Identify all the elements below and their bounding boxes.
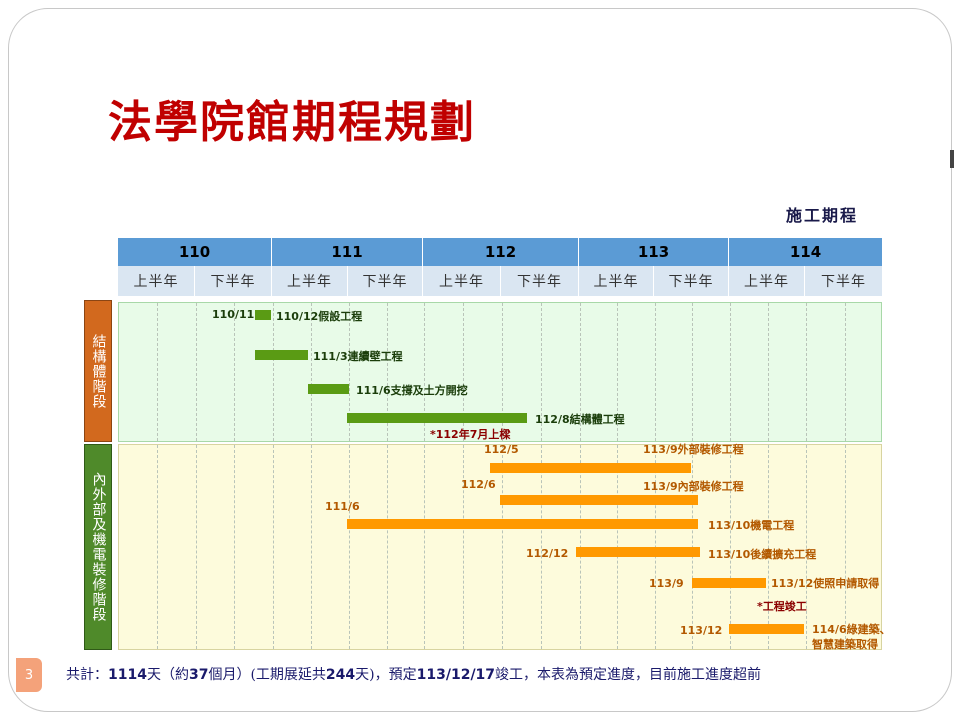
gridline [502, 303, 503, 441]
fitout-phase-panel [118, 444, 882, 650]
phase-label-fitout: 內外部及機電裝修階段 [84, 444, 112, 650]
task-bar [490, 463, 691, 473]
half-cell: 上半年 [272, 266, 348, 296]
task-end-label: 113/12使照申請取得 [771, 577, 880, 590]
task-start-label: 112/6 [461, 478, 496, 491]
task-end-label: 113/9外部裝修工程 [643, 443, 744, 456]
gridline [311, 445, 312, 649]
schedule-subtitle: 施工期程 [786, 206, 859, 225]
gridline [196, 303, 197, 441]
slide-frame [8, 8, 952, 712]
task-bar [692, 578, 766, 588]
task-end-label: 111/6支撐及土方開挖 [356, 384, 468, 397]
year-cell: 112 [423, 238, 579, 266]
task-start-label: 110/11 [212, 308, 255, 321]
task-start-label: 113/12 [680, 624, 723, 637]
task-bar [729, 624, 804, 634]
task-end-label: 114/6綠建築、智慧建築取得 [812, 623, 891, 651]
gridline [845, 445, 846, 649]
frame-mark [950, 150, 954, 168]
task-bar [500, 495, 698, 505]
gridline [730, 445, 731, 649]
gridline [580, 303, 581, 441]
task-bar [308, 384, 349, 394]
half-cell: 上半年 [579, 266, 654, 296]
task-bar [347, 413, 527, 423]
gridline [387, 445, 388, 649]
page-title: 法學院館期程規劃 [108, 97, 476, 148]
gridline [424, 303, 425, 441]
gridline [541, 303, 542, 441]
gridline [768, 445, 769, 649]
gridline [349, 445, 350, 649]
half-cell: 下半年 [654, 266, 729, 296]
half-cell: 上半年 [423, 266, 501, 296]
gridline [273, 445, 274, 649]
task-bar [347, 519, 698, 529]
half-cell: 下半年 [195, 266, 272, 296]
gridline [806, 303, 807, 441]
gridline [845, 303, 846, 441]
gridline [234, 445, 235, 649]
year-header: 110 111 112 113 114 [118, 238, 882, 266]
gridline [730, 303, 731, 441]
task-start-label: 112/12 [526, 547, 569, 560]
gridline [502, 445, 503, 649]
gridline [692, 303, 693, 441]
gridline [424, 445, 425, 649]
milestone-label: *工程竣工 [757, 600, 807, 613]
task-start-label: 112/5 [484, 443, 519, 456]
gridline [349, 303, 350, 441]
gridline [768, 303, 769, 441]
gridline [157, 303, 158, 441]
page-number: 3 [16, 658, 42, 692]
task-end-label: 113/9內部裝修工程 [643, 480, 744, 493]
milestone-label: *112年7月上樑 [430, 428, 511, 441]
gridline [273, 303, 274, 441]
task-end-label: 113/10後續擴充工程 [708, 548, 817, 561]
task-start-label: 113/9 [649, 577, 684, 590]
task-end-label: 110/12假設工程 [276, 310, 363, 323]
task-end-label: 113/10機電工程 [708, 519, 795, 532]
half-cell: 下半年 [501, 266, 579, 296]
task-bar [576, 547, 700, 557]
year-cell: 111 [272, 238, 423, 266]
gridline [655, 303, 656, 441]
task-end-label: 111/3連續壁工程 [313, 350, 403, 363]
task-bar [255, 310, 271, 320]
year-cell: 113 [579, 238, 729, 266]
half-cell: 下半年 [348, 266, 423, 296]
gridline [196, 445, 197, 649]
gridline [234, 303, 235, 441]
gridline [617, 303, 618, 441]
task-end-label: 112/8結構體工程 [535, 413, 625, 426]
half-cell: 上半年 [729, 266, 805, 296]
year-cell: 114 [729, 238, 882, 266]
phase-label-structure: 結構體階段 [84, 300, 112, 442]
footer-summary: 共計：1114天（約37個月）(工期展延共244天)，預定113/12/17竣工… [66, 667, 762, 683]
gridline [157, 445, 158, 649]
gridline [311, 303, 312, 441]
half-cell: 下半年 [805, 266, 882, 296]
year-cell: 110 [118, 238, 272, 266]
gridline [463, 303, 464, 441]
half-year-header: 上半年 下半年 上半年 下半年 上半年 下半年 上半年 下半年 上半年 下半年 [118, 266, 882, 296]
gridline [806, 445, 807, 649]
task-bar [255, 350, 308, 360]
half-cell: 上半年 [118, 266, 195, 296]
gridline [463, 445, 464, 649]
gridline [387, 303, 388, 441]
gridline [541, 445, 542, 649]
task-start-label: 111/6 [325, 500, 360, 513]
